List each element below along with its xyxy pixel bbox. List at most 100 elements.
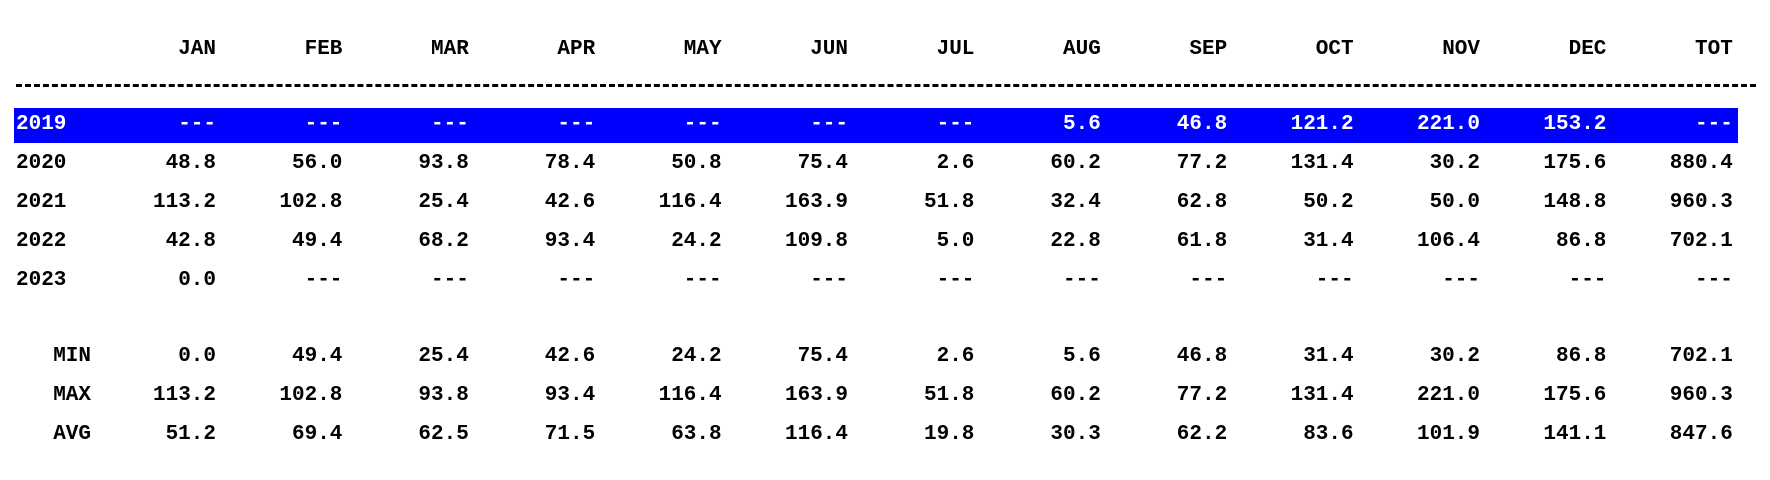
cell-value: --- bbox=[557, 269, 596, 292]
summary-value: 141.1 bbox=[1543, 423, 1607, 446]
column-header: JUN bbox=[810, 38, 848, 61]
cell-value: --- bbox=[1695, 269, 1733, 292]
summary-label: AVG bbox=[53, 423, 91, 446]
summary-value: 86.8 bbox=[1555, 345, 1607, 368]
column-header: AUG bbox=[1063, 38, 1101, 61]
summary-value: 71.5 bbox=[544, 423, 596, 446]
summary-value: 30.2 bbox=[1429, 345, 1480, 368]
column-header: MAR bbox=[431, 38, 469, 61]
cell-value: 106.4 bbox=[1416, 230, 1480, 253]
cell-value: 42.8 bbox=[165, 230, 216, 253]
summary-value: 69.4 bbox=[291, 423, 343, 446]
summary-value: 131.4 bbox=[1290, 384, 1354, 407]
summary-value: 116.4 bbox=[784, 423, 848, 446]
cell-value: 5.6 bbox=[1063, 113, 1101, 136]
cell-value: 93.8 bbox=[418, 152, 469, 175]
cell-value: --- bbox=[557, 113, 596, 136]
summary-value: 113.2 bbox=[152, 384, 216, 407]
summary-value: 42.6 bbox=[544, 345, 596, 368]
cell-value: --- bbox=[178, 113, 216, 136]
cell-value: 51.8 bbox=[923, 191, 975, 214]
summary-value: 2.6 bbox=[936, 345, 975, 368]
summary-value: 102.8 bbox=[279, 384, 343, 407]
cell-value: --- bbox=[1568, 269, 1607, 292]
row-label: 2019 bbox=[16, 113, 67, 136]
summary-value: 847.6 bbox=[1669, 423, 1733, 446]
cell-value: 31.4 bbox=[1303, 230, 1354, 253]
row-label: 2020 bbox=[16, 152, 67, 175]
summary-value: 46.8 bbox=[1176, 345, 1228, 368]
summary-value: 24.2 bbox=[671, 345, 722, 368]
summary-value: 93.4 bbox=[544, 384, 596, 407]
summary-value: 77.2 bbox=[1176, 384, 1228, 407]
cell-value: 702.1 bbox=[1669, 230, 1733, 253]
summary-value: 60.2 bbox=[1050, 384, 1101, 407]
summary-value: 63.8 bbox=[671, 423, 722, 446]
cell-value: 960.3 bbox=[1669, 191, 1733, 214]
summary-value: 702.1 bbox=[1669, 345, 1733, 368]
summary-value: 62.2 bbox=[1176, 423, 1228, 446]
cell-value: 25.4 bbox=[418, 191, 469, 214]
cell-value: 60.2 bbox=[1050, 152, 1101, 175]
row-label: 2021 bbox=[16, 191, 67, 214]
cell-value: 102.8 bbox=[279, 191, 343, 214]
column-header: FEB bbox=[304, 38, 343, 61]
cell-value: --- bbox=[304, 113, 343, 136]
column-header: APR bbox=[557, 38, 596, 61]
cell-value: 24.2 bbox=[671, 230, 722, 253]
cell-value: 49.4 bbox=[291, 230, 343, 253]
cell-value: 22.8 bbox=[1050, 230, 1101, 253]
summary-value: 30.3 bbox=[1050, 423, 1101, 446]
cell-value: 50.2 bbox=[1303, 191, 1354, 214]
cell-value: 121.2 bbox=[1290, 113, 1354, 136]
cell-value: --- bbox=[683, 113, 722, 136]
cell-value: 78.4 bbox=[544, 152, 596, 175]
row-label: 2023 bbox=[16, 269, 67, 292]
row-highlight bbox=[14, 108, 1738, 143]
summary-value: 221.0 bbox=[1416, 384, 1480, 407]
cell-value: 109.8 bbox=[784, 230, 848, 253]
separator bbox=[16, 84, 1756, 87]
cell-value: 68.2 bbox=[418, 230, 469, 253]
cell-value: 175.6 bbox=[1543, 152, 1607, 175]
summary-value: 31.4 bbox=[1303, 345, 1354, 368]
cell-value: 30.2 bbox=[1429, 152, 1480, 175]
row-label: 2022 bbox=[16, 230, 67, 253]
summary-value: 93.8 bbox=[418, 384, 469, 407]
cell-value: 116.4 bbox=[658, 191, 722, 214]
cell-value: 221.0 bbox=[1416, 113, 1480, 136]
column-header: DEC bbox=[1568, 38, 1607, 61]
summary-value: 51.2 bbox=[165, 423, 216, 446]
cell-value: 113.2 bbox=[152, 191, 216, 214]
summary-value: 960.3 bbox=[1669, 384, 1733, 407]
cell-value: 61.8 bbox=[1176, 230, 1228, 253]
cell-value: --- bbox=[431, 269, 469, 292]
summary-value: 51.8 bbox=[923, 384, 975, 407]
cell-value: 56.0 bbox=[291, 152, 343, 175]
summary-label: MIN bbox=[53, 345, 91, 368]
column-header: JUL bbox=[936, 38, 975, 61]
cell-value: --- bbox=[810, 269, 848, 292]
cell-value: 50.8 bbox=[671, 152, 722, 175]
summary-label: MAX bbox=[53, 384, 91, 407]
cell-value: --- bbox=[1189, 269, 1228, 292]
summary-value: 19.8 bbox=[923, 423, 975, 446]
cell-value: 46.8 bbox=[1176, 113, 1228, 136]
cell-value: 86.8 bbox=[1555, 230, 1607, 253]
cell-value: --- bbox=[936, 113, 975, 136]
summary-value: 75.4 bbox=[797, 345, 848, 368]
summary-value: 62.5 bbox=[418, 423, 469, 446]
column-header: MAY bbox=[683, 38, 722, 61]
column-header: NOV bbox=[1442, 38, 1480, 61]
cell-value: 153.2 bbox=[1543, 113, 1607, 136]
cell-value: --- bbox=[683, 269, 722, 292]
cell-value: --- bbox=[810, 113, 848, 136]
column-header: OCT bbox=[1315, 38, 1354, 61]
cell-value: 62.8 bbox=[1176, 191, 1228, 214]
cell-value: --- bbox=[1315, 269, 1354, 292]
cell-value: 93.4 bbox=[544, 230, 596, 253]
summary-value: 25.4 bbox=[418, 345, 469, 368]
summary-value: 49.4 bbox=[291, 345, 343, 368]
cell-value: 163.9 bbox=[784, 191, 848, 214]
